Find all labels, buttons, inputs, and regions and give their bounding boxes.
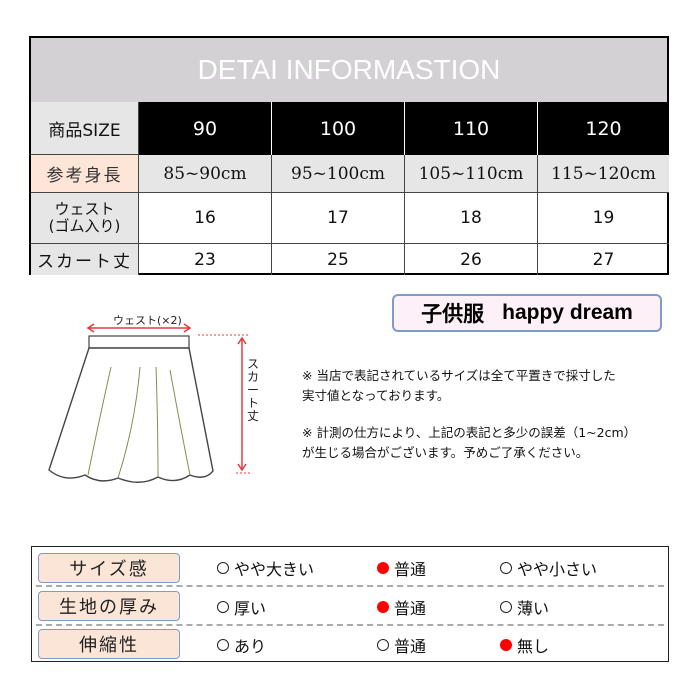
option-stretch-yes: あり	[217, 633, 266, 657]
row-label-height: 参考身長	[31, 155, 139, 193]
table-cell: 95~100cm	[272, 155, 405, 193]
table-cell: 27	[592, 249, 615, 270]
size-90: 90	[139, 102, 272, 155]
skirt-waistband	[88, 335, 190, 349]
option-label: あり	[234, 637, 267, 656]
note-line: 実寸値となっております。	[302, 388, 450, 403]
option-thin: 薄い	[500, 595, 549, 619]
note-line: が生じる場合がございます。予めご了承ください。	[302, 445, 589, 460]
divider	[36, 624, 664, 626]
table-cell: 105~110cm	[405, 155, 538, 193]
size-header-label: 商品SIZE	[31, 102, 139, 155]
length-label: スカート丈	[247, 357, 260, 423]
fabric-ratings: サイズ感 やや大きい 普通 やや小さい 生地の厚み 厚い 普通 薄い 伸縮性 あ…	[31, 546, 669, 662]
table-cell: 115~120cm	[538, 155, 669, 193]
radio-filled-icon	[500, 639, 512, 651]
brand-badge: 子供服 happy dream	[392, 294, 662, 332]
radio-empty-icon	[500, 601, 512, 613]
table-cell: 25	[272, 244, 405, 275]
row-label-length: スカート丈	[31, 244, 139, 275]
divider	[36, 585, 664, 587]
skirt-diagram	[48, 323, 250, 483]
option-stretch-normal: 普通	[377, 633, 426, 657]
table-cell: 19	[538, 193, 669, 244]
brand-name: happy dream	[502, 301, 633, 324]
radio-filled-icon	[377, 601, 389, 613]
radio-empty-icon	[217, 639, 229, 651]
radio-filled-icon	[377, 562, 389, 574]
table-cell: 23	[139, 244, 272, 275]
radio-empty-icon	[377, 639, 389, 651]
option-label: 厚い	[234, 599, 267, 618]
brand-kanji: 子供服	[421, 302, 485, 326]
table-title: DETAI INFORMASTION	[31, 38, 667, 102]
skirt-body	[48, 347, 214, 483]
option-size-small: やや小さい	[500, 556, 597, 580]
option-label: 普通	[394, 599, 427, 618]
note-line: ※ 計測の仕方により、上記の表記と多少の誤差（1~2cm）	[302, 425, 637, 440]
option-label: 薄い	[517, 599, 550, 618]
rating-label-stretch: 伸縮性	[38, 629, 180, 659]
option-label: 無し	[517, 637, 550, 656]
rating-label-thickness: 生地の厚み	[38, 591, 180, 621]
waist-label: ウェスト	[54, 200, 115, 218]
waist-sublabel: (ゴム入り)	[48, 217, 121, 235]
radio-empty-icon	[500, 562, 512, 574]
table-cell: 85~90cm	[139, 155, 272, 193]
row-label-waist: ウェスト (ゴム入り)	[31, 193, 139, 244]
size-100: 100	[272, 102, 405, 155]
table-cell: 18	[405, 193, 538, 244]
radio-empty-icon	[217, 562, 229, 574]
option-label: やや大きい	[234, 560, 315, 579]
radio-empty-icon	[217, 601, 229, 613]
table-cell: 16	[139, 193, 272, 244]
skirt-pleats	[87, 366, 191, 479]
option-thickness-normal: 普通	[377, 595, 426, 619]
waist-label: ウェスト(×2)	[113, 314, 182, 327]
option-label: 普通	[394, 637, 427, 656]
size-table: DETAI INFORMASTION 商品SIZE 90 100 110 120…	[29, 36, 669, 275]
note-line: ※ 当店で表記されているサイズは全て平置きで採寸した	[302, 368, 616, 383]
option-size-large: やや大きい	[217, 556, 314, 580]
size-120: 120	[585, 117, 622, 140]
notes: ※ 当店で表記されているサイズは全て平置きで採寸した 実寸値となっております。 …	[302, 366, 636, 463]
rating-label-size: サイズ感	[38, 553, 180, 583]
option-label: 普通	[394, 560, 427, 579]
table-cell: 17	[272, 193, 405, 244]
table-cell: 26	[405, 244, 538, 275]
size-110: 110	[405, 102, 538, 155]
option-stretch-none: 無し	[500, 633, 549, 657]
option-thick: 厚い	[217, 595, 266, 619]
option-size-normal: 普通	[377, 556, 426, 580]
option-label: やや小さい	[517, 560, 598, 579]
